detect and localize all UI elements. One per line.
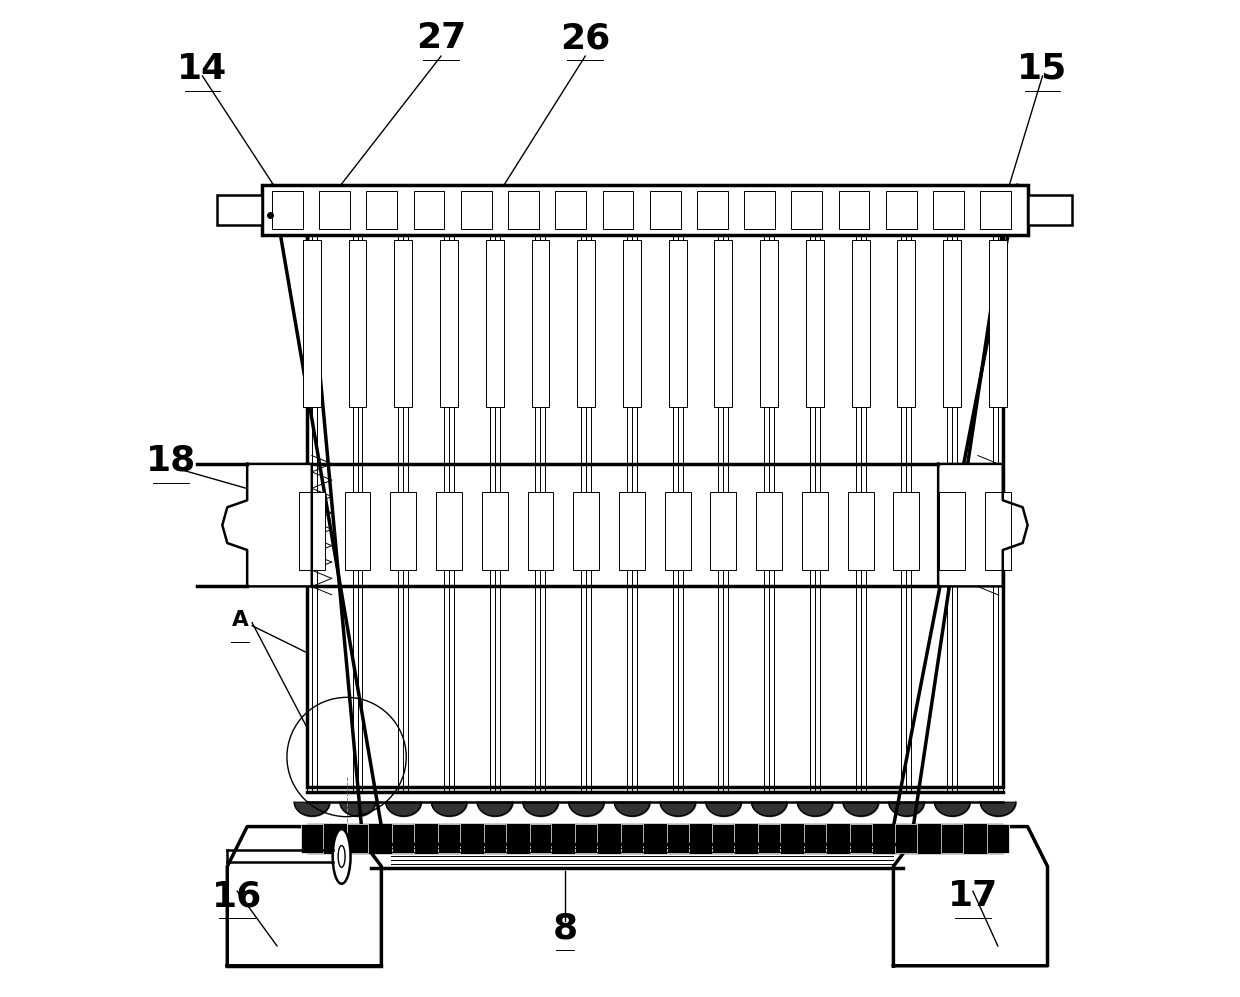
Bar: [622, 240, 641, 407]
Bar: [391, 492, 417, 569]
Bar: [713, 824, 734, 853]
Bar: [711, 492, 737, 569]
Bar: [484, 824, 506, 853]
Bar: [527, 492, 553, 569]
Bar: [619, 492, 645, 569]
Bar: [665, 492, 691, 569]
Bar: [987, 824, 1009, 853]
Bar: [438, 824, 460, 853]
Text: 17: 17: [947, 879, 998, 913]
Bar: [306, 230, 1003, 787]
Bar: [306, 824, 1003, 853]
Bar: [347, 824, 368, 853]
Ellipse shape: [332, 830, 351, 883]
Text: 26: 26: [560, 21, 610, 55]
Polygon shape: [939, 464, 1028, 586]
Text: 15: 15: [1017, 52, 1068, 86]
Bar: [988, 240, 1007, 407]
Text: 8: 8: [553, 911, 578, 945]
Bar: [482, 492, 507, 569]
Bar: [885, 191, 916, 228]
Bar: [575, 824, 598, 853]
Bar: [556, 191, 587, 228]
Bar: [301, 824, 322, 853]
Bar: [217, 195, 262, 225]
Bar: [486, 240, 503, 407]
Bar: [849, 824, 872, 853]
Bar: [573, 492, 599, 569]
Bar: [848, 492, 873, 569]
Bar: [802, 492, 828, 569]
Bar: [394, 240, 412, 407]
Bar: [299, 492, 325, 569]
Bar: [714, 240, 733, 407]
Text: 14: 14: [177, 52, 228, 86]
Bar: [898, 240, 915, 407]
Bar: [893, 492, 919, 569]
Bar: [319, 191, 350, 228]
Bar: [939, 492, 965, 569]
Bar: [944, 240, 961, 407]
Bar: [895, 824, 918, 853]
Bar: [621, 824, 642, 853]
Ellipse shape: [339, 845, 345, 867]
Bar: [804, 824, 826, 853]
Bar: [756, 492, 782, 569]
Bar: [668, 240, 687, 407]
Bar: [985, 492, 1011, 569]
Bar: [414, 191, 444, 228]
Bar: [348, 240, 367, 407]
Bar: [650, 191, 681, 228]
Bar: [532, 240, 549, 407]
Bar: [697, 191, 728, 228]
Bar: [934, 191, 963, 228]
Bar: [367, 191, 397, 228]
Bar: [791, 191, 822, 228]
Bar: [392, 824, 414, 853]
Bar: [272, 191, 303, 228]
Bar: [1028, 195, 1073, 225]
Text: A: A: [232, 610, 248, 630]
Bar: [603, 191, 634, 228]
Bar: [461, 191, 491, 228]
Bar: [667, 824, 688, 853]
Bar: [941, 824, 963, 853]
Bar: [345, 492, 371, 569]
Bar: [981, 191, 1011, 228]
Bar: [838, 191, 869, 228]
Text: 27: 27: [415, 21, 466, 55]
Bar: [529, 824, 552, 853]
Bar: [508, 191, 539, 228]
Bar: [303, 240, 321, 407]
Bar: [436, 492, 463, 569]
Text: 16: 16: [212, 879, 263, 913]
Text: 18: 18: [145, 444, 196, 478]
Bar: [744, 191, 775, 228]
Bar: [760, 240, 777, 407]
Polygon shape: [222, 464, 311, 586]
Bar: [440, 240, 458, 407]
Bar: [806, 240, 823, 407]
Bar: [758, 824, 780, 853]
Bar: [852, 240, 869, 407]
Bar: [578, 240, 595, 407]
Bar: [262, 185, 1028, 235]
